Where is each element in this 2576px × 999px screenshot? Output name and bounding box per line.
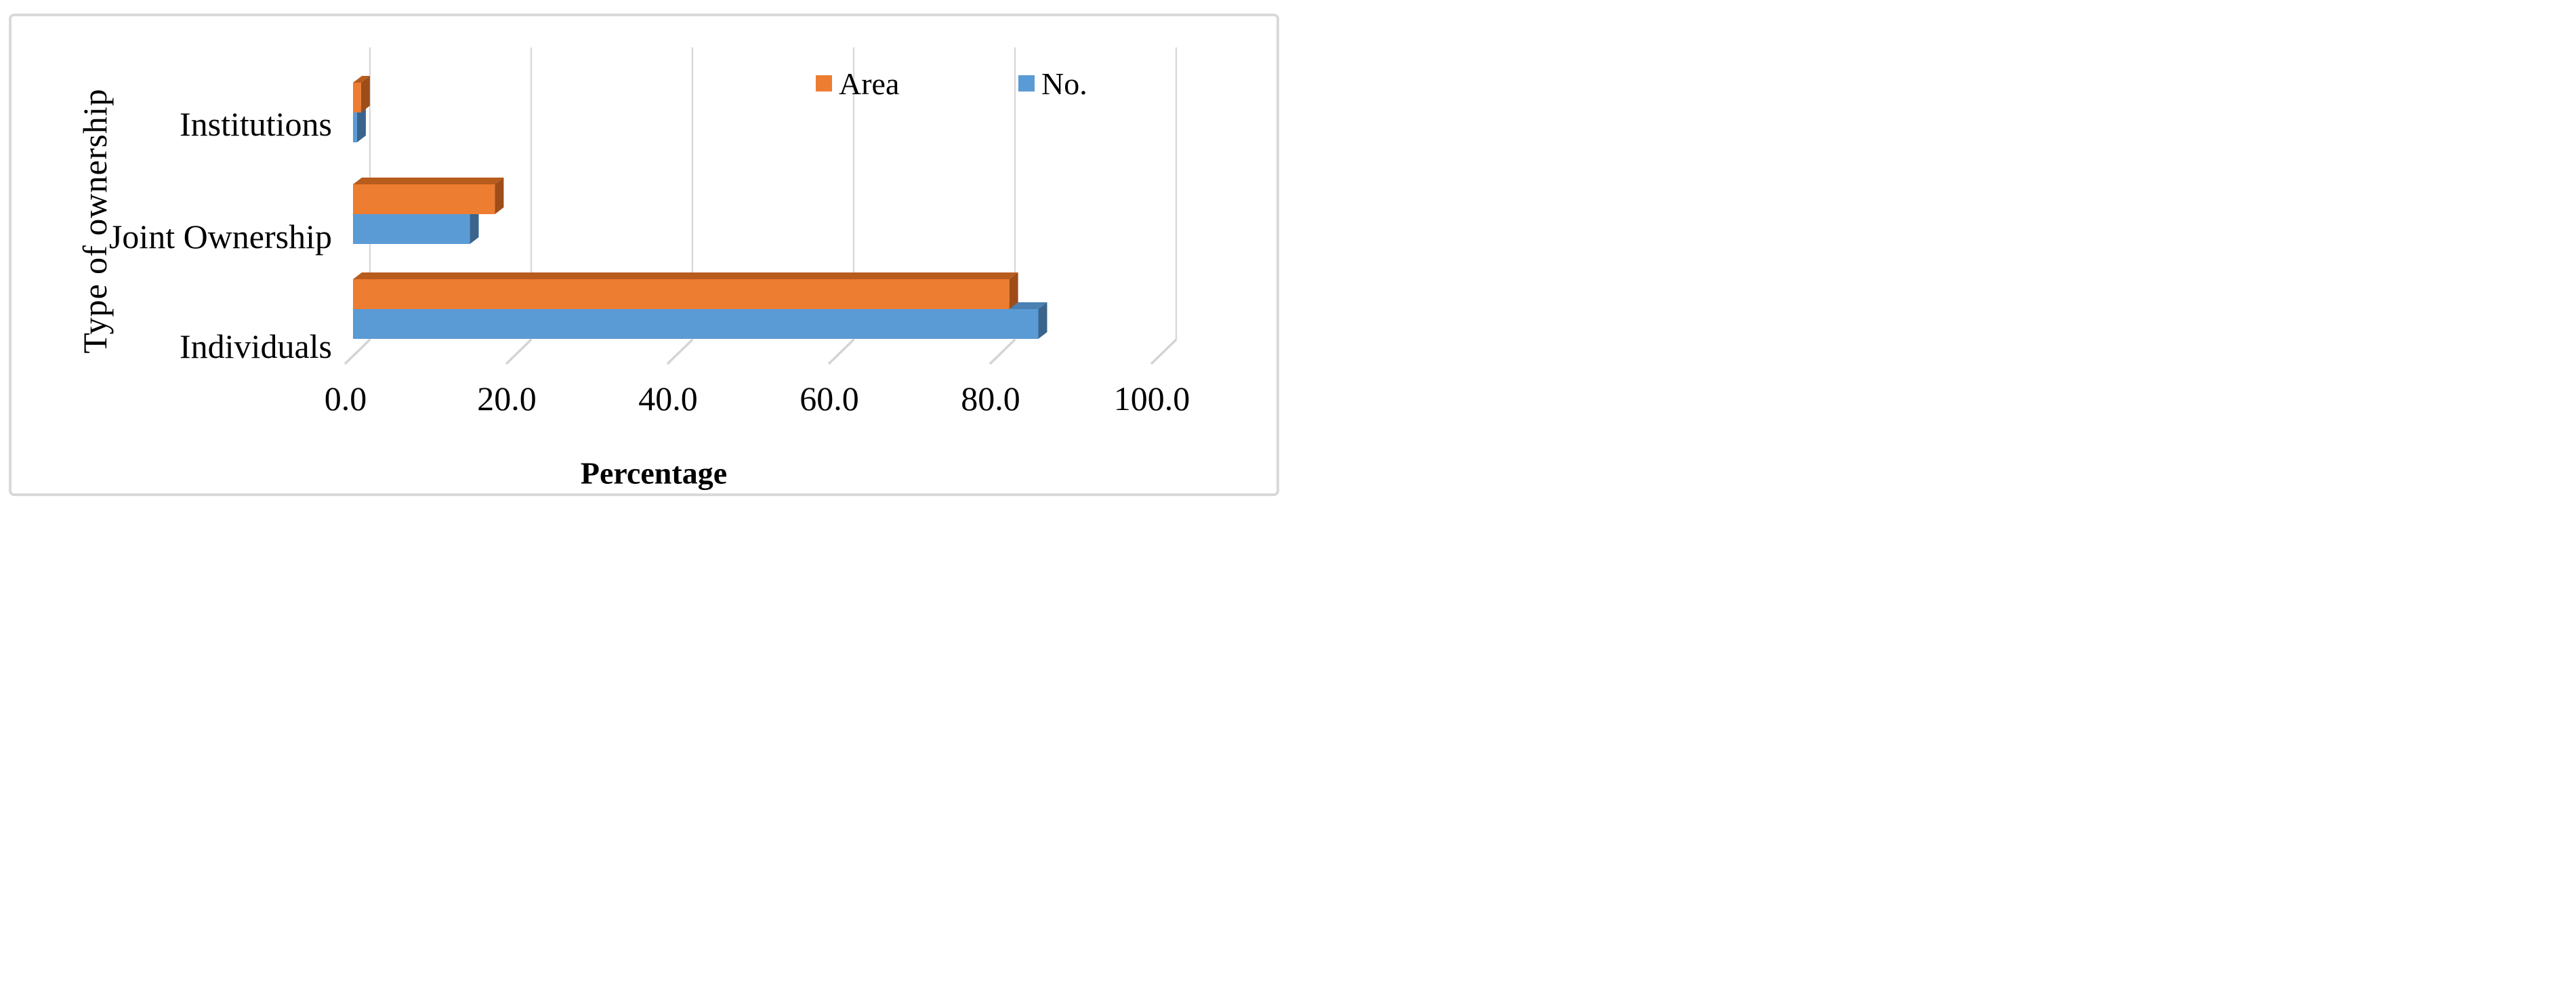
category-label-joint-ownership: Joint Ownership <box>109 218 332 256</box>
y-axis-title: Type of ownership <box>76 88 114 354</box>
x-axis-tick-100.0 <box>1150 338 1178 365</box>
category-label-institutions: Institutions <box>180 105 332 143</box>
legend-label-area: Area <box>839 66 900 101</box>
x-tick-label-20.0: 20.0 <box>477 380 537 417</box>
legend-label-no: No. <box>1041 66 1087 101</box>
orange-square-swatch-icon <box>816 75 832 91</box>
bar-area-joint-ownership-top-face <box>353 178 504 184</box>
x-tick-label-100.0: 100.0 <box>1114 380 1190 417</box>
x-tick-label-80.0: 80.0 <box>961 380 1020 417</box>
x-tick-label-40.0: 40.0 <box>638 380 698 417</box>
legend-item-no: No. <box>1018 66 1087 101</box>
legend-item-area: Area <box>816 66 900 101</box>
x-tick-label-0.0: 0.0 <box>325 380 367 417</box>
figure: 0.0 20.0 40.0 60.0 80.0 100.0 Institutions Join… <box>0 0 1288 500</box>
x-axis-tick-80.0 <box>989 338 1016 365</box>
category-label-individuals: Individuals <box>180 327 332 365</box>
bar-area-joint-ownership-front-face <box>353 184 495 214</box>
x-axis-tick-0.0 <box>344 338 371 365</box>
chart-plot-area: 0.0 20.0 40.0 60.0 80.0 100.0 Institutions Join… <box>109 47 1190 417</box>
x-axis-tick-20.0 <box>505 338 533 365</box>
bar-area-institutions-top-face <box>353 76 370 83</box>
x-axis-title: Percentage <box>580 455 728 491</box>
bar-area-institutions-front-face <box>353 83 361 113</box>
bar-no-individuals-side-face <box>1038 302 1047 339</box>
x-axis-tick-40.0 <box>666 338 694 365</box>
bar-area-joint-ownership-side-face <box>495 178 504 214</box>
x-axis-tick-60.0 <box>827 338 855 365</box>
bar-area-institutions-side-face <box>360 76 370 113</box>
x-tick-label-60.0: 60.0 <box>799 380 859 417</box>
bar-no-joint-ownership-side-face <box>470 207 479 244</box>
bar-no-joint-ownership-front-face <box>353 214 470 244</box>
bar-no-individuals-front-face <box>353 309 1039 339</box>
bar-area-individuals-side-face <box>1009 272 1018 309</box>
bar-no-institutions-side-face <box>356 106 366 142</box>
bar-no-institutions-front-face <box>353 113 357 142</box>
bar-area-individuals-top-face <box>353 272 1018 279</box>
bar-area-individuals-front-face <box>353 279 1010 309</box>
blue-square-swatch-icon <box>1018 75 1035 91</box>
